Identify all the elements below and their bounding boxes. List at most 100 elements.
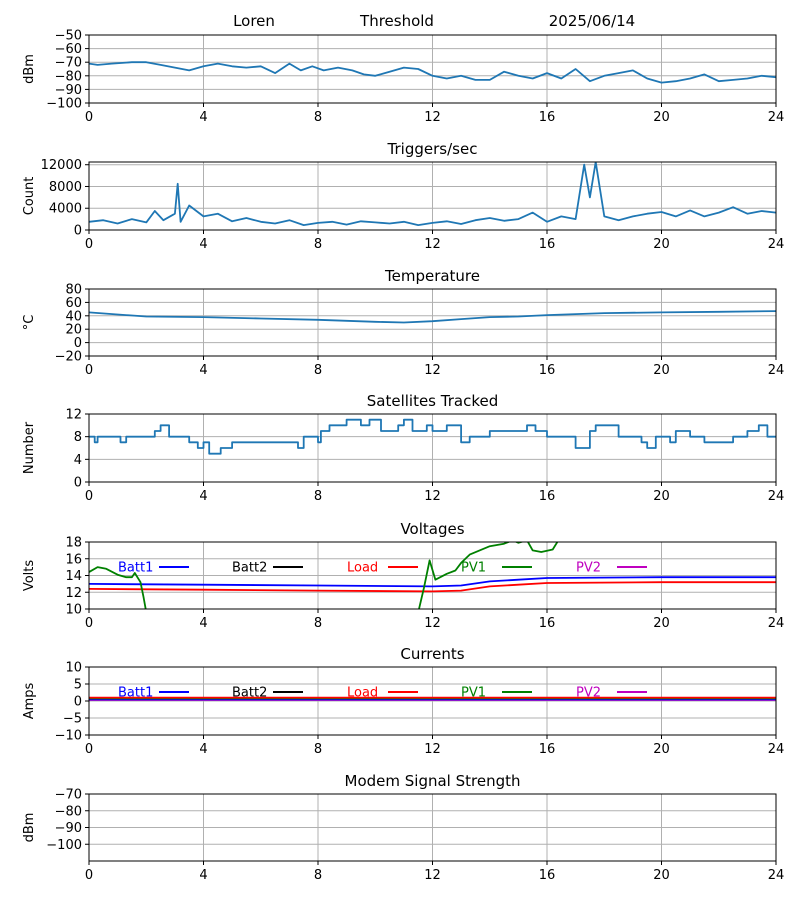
x-tick-label: 24 [768, 110, 785, 125]
header-date: 2025/06/14 [549, 12, 635, 30]
x-tick-label: 4 [199, 868, 207, 883]
y-tick-label: 12000 [41, 158, 82, 173]
y-axis-label: Count [22, 177, 37, 216]
y-axis-label: dBm [22, 54, 37, 84]
series-group [89, 162, 776, 226]
y-tick-label: 12 [65, 586, 82, 601]
x-tick-label: 24 [768, 489, 785, 504]
header-mode: Threshold [359, 12, 434, 30]
y-tick-label: −100 [46, 838, 82, 853]
y-tick-label: 20 [65, 323, 82, 338]
y-tick-label: 0 [74, 336, 82, 351]
chart-title: Modem Signal Strength [345, 772, 521, 790]
x-tick-label: 20 [653, 489, 670, 504]
series-line [89, 566, 147, 609]
header-station: Loren [233, 12, 275, 30]
y-tick-label: 10 [65, 661, 82, 676]
x-tick-label: 20 [653, 110, 670, 125]
x-tick-label: 12 [424, 110, 441, 125]
legend-label: Load [347, 686, 378, 701]
x-tick-label: 0 [85, 110, 93, 125]
x-tick-label: 0 [85, 237, 93, 252]
y-axis-label: Volts [22, 560, 37, 592]
y-tick-label: 16 [65, 552, 82, 567]
y-tick-label: −70 [55, 56, 82, 71]
legend-label: Batt1 [118, 561, 153, 576]
y-tick-label: −60 [55, 42, 82, 57]
x-tick-label: 4 [199, 110, 207, 125]
legend-label: PV1 [461, 686, 486, 701]
chart-title: Currents [400, 645, 464, 663]
x-tick-label: 16 [539, 742, 556, 757]
x-tick-label: 12 [424, 742, 441, 757]
series-group [89, 310, 776, 324]
x-tick-label: 12 [424, 237, 441, 252]
x-tick-label: 20 [653, 742, 670, 757]
legend-label: Batt1 [118, 686, 153, 701]
y-axis-label: Amps [22, 682, 37, 719]
x-tick-label: 0 [85, 742, 93, 757]
y-tick-label: 0 [74, 695, 82, 710]
plot-frame [88, 793, 777, 862]
series-line [89, 576, 776, 588]
y-tick-label: 60 [65, 296, 82, 311]
legend-label: Batt2 [232, 686, 267, 701]
x-tick-label: 16 [539, 489, 556, 504]
x-tick-label: 4 [199, 489, 207, 504]
y-tick-label: 80 [65, 283, 82, 298]
y-tick-label: −50 [55, 29, 82, 44]
x-tick-label: 8 [314, 489, 322, 504]
y-tick-label: −90 [55, 821, 82, 836]
series-group [89, 418, 776, 455]
y-tick-label: −80 [55, 69, 82, 84]
y-tick-label: 40 [65, 309, 82, 324]
x-tick-label: 12 [424, 489, 441, 504]
y-axis-label: dBm [22, 813, 37, 843]
y-tick-label: −5 [63, 712, 82, 727]
chart-title: Temperature [384, 267, 480, 285]
y-tick-label: 18 [65, 536, 82, 551]
chart-modem: 0 4 8 12 16 20 24 −100 −90 −80−70 Modem Signal Str… [22, 772, 784, 883]
y-tick-label: 5 [74, 678, 82, 693]
plot-frame [88, 541, 777, 610]
legend-label: PV1 [461, 561, 486, 576]
y-tick-label: 12 [65, 408, 82, 423]
x-tick-label: 20 [653, 616, 670, 631]
legend-label: PV2 [576, 561, 601, 576]
chart-title: Voltages [400, 520, 464, 538]
series-group [89, 61, 776, 84]
x-tick-label: 0 [85, 868, 93, 883]
x-tick-label: 16 [539, 616, 556, 631]
x-tick-label: 24 [768, 742, 785, 757]
x-tick-label: 4 [199, 363, 207, 378]
plot-frame [88, 666, 777, 736]
y-tick-label: −80 [55, 804, 82, 819]
series-group [89, 696, 776, 701]
x-tick-label: 16 [539, 868, 556, 883]
x-tick-label: 4 [199, 742, 207, 757]
series-line [89, 162, 776, 226]
y-tick-label: 0 [74, 476, 82, 491]
x-tick-label: 0 [85, 363, 93, 378]
chart-title: Triggers/sec [387, 140, 478, 158]
x-tick-label: 8 [314, 363, 322, 378]
series-line [89, 581, 776, 593]
x-tick-label: 24 [768, 237, 785, 252]
plot-frame [88, 288, 777, 357]
x-tick-label: 0 [85, 489, 93, 504]
series-line [89, 61, 776, 84]
x-tick-label: 8 [314, 110, 322, 125]
x-tick-label: 16 [539, 363, 556, 378]
x-tick-label: 24 [768, 868, 785, 883]
x-tick-label: 16 [539, 237, 556, 252]
plot-frame [88, 413, 777, 483]
x-tick-label: 12 [424, 868, 441, 883]
x-tick-label: 16 [539, 110, 556, 125]
series-line [89, 310, 776, 324]
y-tick-label: −20 [55, 350, 82, 365]
x-tick-label: 12 [424, 363, 441, 378]
x-tick-label: 8 [314, 237, 322, 252]
